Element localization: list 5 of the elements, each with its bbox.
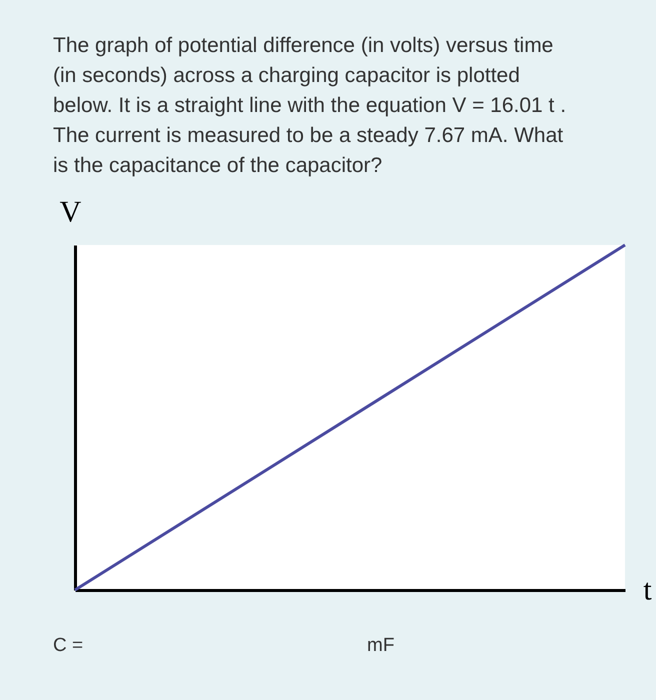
text: C =: [53, 635, 84, 656]
chart-title: The graph of potential difference (in volts) versus time (in seconds) across a charging capacitor is plotted below. It is a straight line with the equation V = 16.01 t . The current is measured to be a steady 7.67 mA. What is the capacitance of the capacitor?: [53, 34, 566, 177]
text: mF: [367, 635, 394, 656]
y-axis-title: V: [60, 196, 82, 228]
x-axis-title: t: [643, 574, 652, 606]
